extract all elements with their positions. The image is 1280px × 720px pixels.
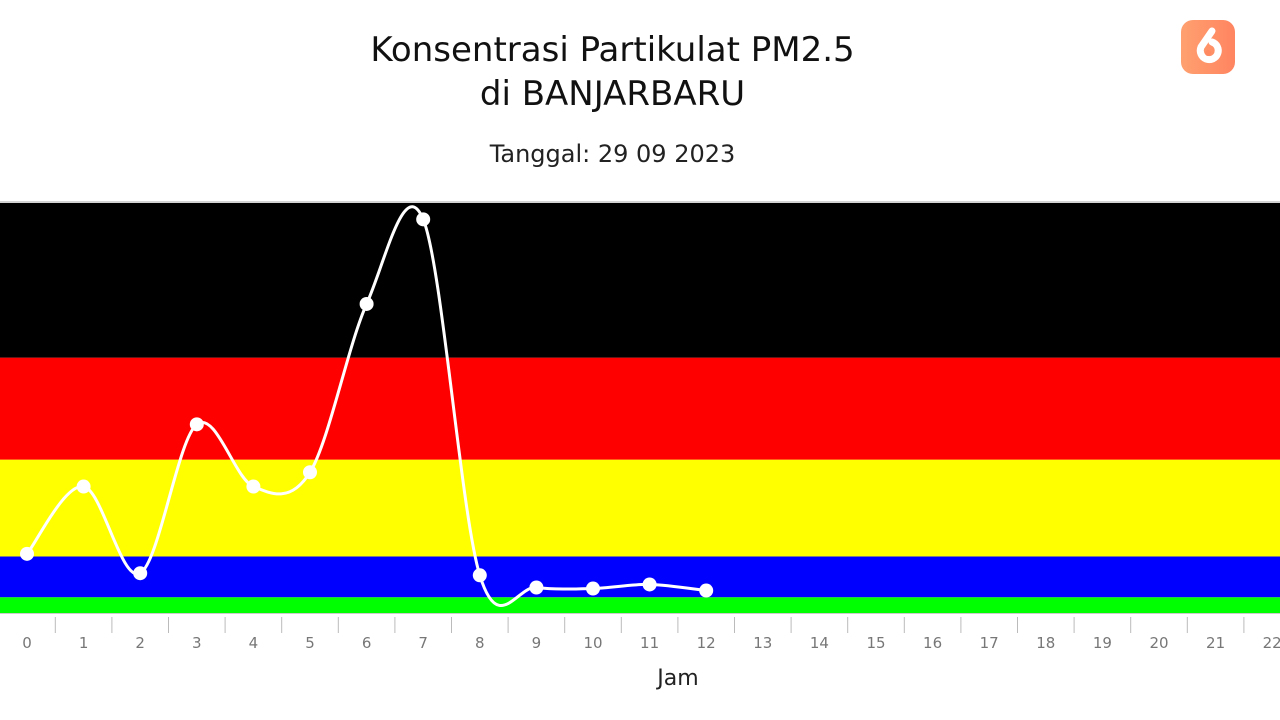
data-point[interactable]	[20, 546, 34, 561]
data-point[interactable]	[586, 581, 600, 596]
data-point[interactable]	[529, 580, 544, 595]
band-2	[0, 459, 1280, 557]
data-point[interactable]	[133, 566, 148, 581]
x-tick-label: 15	[866, 634, 885, 652]
x-tick-label: 16	[923, 634, 942, 652]
x-tick-label: 1	[79, 634, 89, 652]
data-point[interactable]	[246, 479, 261, 494]
x-tick-label: 22	[1263, 634, 1280, 652]
data-point[interactable]	[472, 568, 487, 583]
x-tick-label: 14	[810, 634, 829, 652]
x-tick-label: 4	[249, 634, 259, 652]
chart-subtitle: Tanggal: 29 09 2023	[489, 140, 736, 168]
data-point[interactable]	[303, 465, 317, 480]
band-4	[0, 203, 1280, 358]
chart-title-line2: di BANJARBARU	[479, 74, 746, 114]
logo-six-icon	[1181, 20, 1235, 74]
x-tick-label: 8	[475, 634, 485, 652]
band-1	[0, 556, 1280, 598]
x-tick-label: 13	[753, 634, 772, 652]
data-point[interactable]	[76, 479, 91, 494]
data-point[interactable]	[642, 577, 657, 592]
x-tick-label: 21	[1206, 634, 1225, 652]
x-tick-label: 3	[192, 634, 202, 652]
x-tick-label: 7	[418, 634, 428, 652]
x-tick-label: 5	[305, 634, 315, 652]
x-tick-label: 20	[1149, 634, 1168, 652]
x-tick-label: 19	[1093, 634, 1112, 652]
x-axis-label: Jam	[655, 666, 698, 691]
band-3	[0, 357, 1280, 460]
data-point[interactable]	[699, 583, 714, 598]
data-point[interactable]	[416, 212, 431, 227]
chart-title: Konsentrasi Partikulat PM2.5	[370, 30, 855, 70]
x-tick-label: 9	[532, 634, 542, 652]
band-0	[0, 597, 1280, 613]
x-tick-label: 11	[640, 634, 659, 652]
x-tick-label: 12	[697, 634, 716, 652]
x-tick-label: 0	[22, 634, 32, 652]
x-tick-label: 2	[135, 634, 145, 652]
x-tick-label: 18	[1036, 634, 1055, 652]
x-tick-label: 6	[362, 634, 372, 652]
data-point[interactable]	[189, 417, 204, 432]
x-tick-label: 17	[980, 634, 999, 652]
data-point[interactable]	[359, 296, 374, 311]
x-tick-label: 10	[583, 634, 602, 652]
